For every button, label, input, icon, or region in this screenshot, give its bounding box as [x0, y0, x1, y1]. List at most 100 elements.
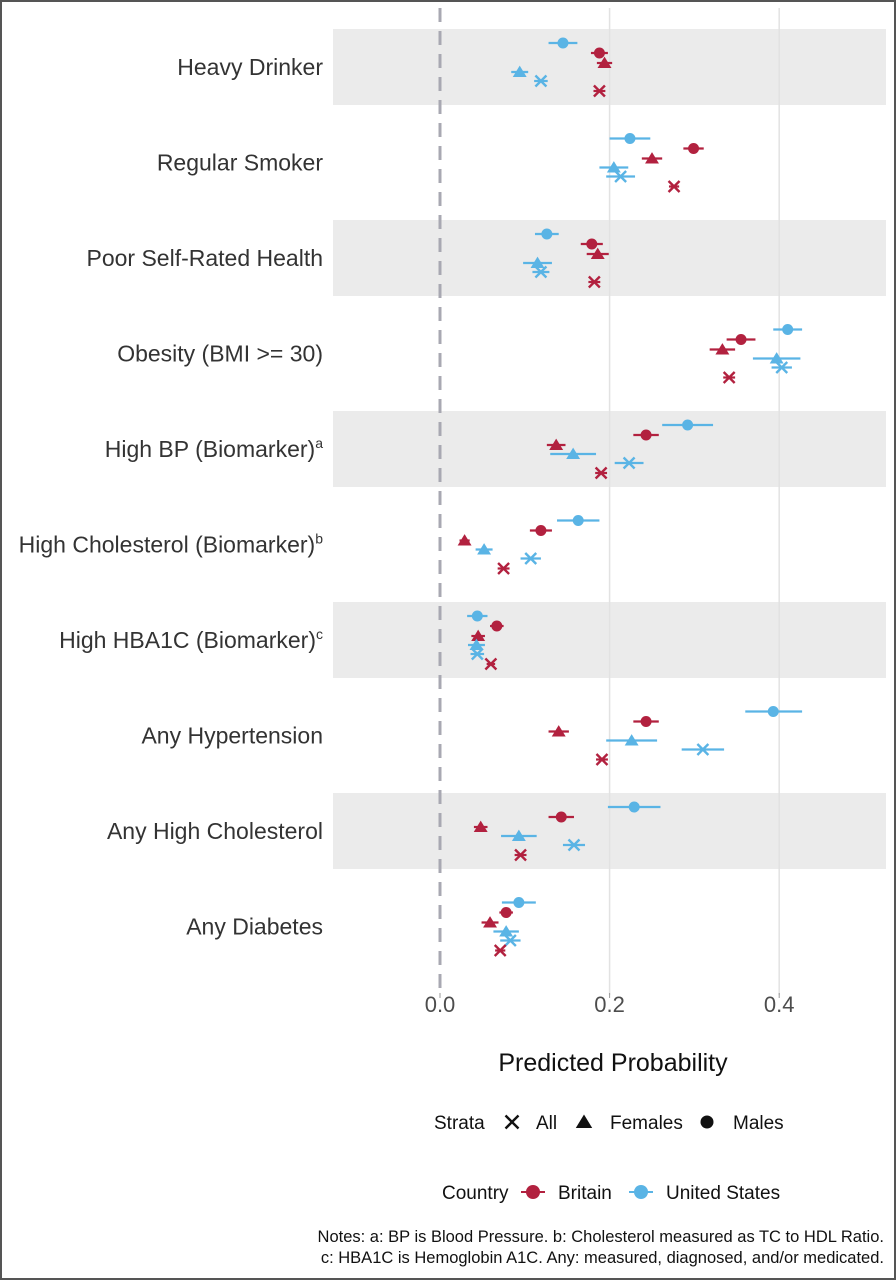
point-estimate-stroke — [622, 456, 636, 470]
point-estimate — [572, 515, 584, 526]
point-estimate — [624, 734, 639, 746]
category-label-text: High HBA1C (Biomarker) — [59, 627, 316, 653]
point-estimate — [590, 247, 605, 260]
point-estimate — [499, 925, 514, 937]
point-estimate — [628, 801, 640, 813]
point-estimate-stroke — [504, 934, 517, 947]
category-label: High BP (Biomarker)a — [105, 435, 323, 462]
point-estimate — [688, 143, 700, 154]
legend-key-cross-icon — [504, 1114, 520, 1130]
point-estimate — [530, 256, 545, 269]
point-estimate — [500, 907, 512, 918]
series-united-states-all — [470, 74, 792, 947]
category-label: Poor Self-Rated Health — [86, 245, 323, 271]
point-estimate — [524, 552, 538, 565]
legend-label: United States — [666, 1183, 780, 1204]
category-label: High HBA1C (Biomarker)c — [59, 626, 323, 653]
point-estimate-stroke — [470, 647, 484, 661]
point-estimate — [477, 543, 492, 555]
point-estimate — [640, 429, 652, 441]
point-estimate — [593, 47, 605, 59]
point-estimate — [535, 525, 547, 536]
legend-item-all: All — [504, 1113, 557, 1134]
point-estimate — [597, 56, 612, 69]
point-estimate — [606, 161, 621, 173]
point-estimate — [667, 180, 681, 193]
point-estimate-stroke — [534, 265, 548, 279]
legend-key-circle-icon — [526, 1185, 540, 1199]
legend-key-circle-icon — [700, 1115, 714, 1129]
point-estimate-stroke — [614, 170, 627, 183]
x-tick-label: 0.2 — [594, 992, 625, 1017]
point-estimate — [469, 638, 484, 651]
point-estimate — [534, 74, 548, 88]
note-line: c: HBA1C is Hemoglobin A1C. Any: measure… — [321, 1249, 884, 1267]
point-estimate — [595, 753, 609, 766]
category-label-text: High BP (Biomarker) — [105, 436, 315, 462]
point-estimate — [470, 647, 484, 661]
series-united-states-females — [467, 65, 801, 937]
point-estimate — [682, 419, 694, 431]
point-estimate — [566, 447, 581, 460]
point-estimate — [775, 361, 789, 374]
point-estimate — [512, 65, 527, 78]
point-estimate — [511, 829, 526, 842]
point-estimate — [504, 934, 517, 947]
point-estimate-stroke — [594, 466, 608, 480]
point-estimate — [497, 562, 510, 575]
category-label-text: Any Hypertension — [141, 723, 323, 749]
category-label-superscript: b — [315, 531, 323, 547]
point-estimate — [473, 820, 488, 833]
point-estimate — [541, 228, 553, 240]
point-estimate — [534, 265, 548, 279]
legend-item-britain: Britain — [521, 1183, 612, 1204]
point-estimate — [587, 275, 601, 289]
point-estimate — [514, 848, 527, 862]
legend-label: Britain — [558, 1183, 612, 1204]
point-estimate — [624, 133, 636, 144]
point-estimate-stroke — [514, 848, 527, 862]
point-estimate — [586, 238, 598, 250]
point-estimate — [640, 716, 652, 727]
category-label: Any Diabetes — [186, 914, 323, 940]
point-estimate — [593, 84, 606, 98]
point-estimate — [555, 811, 567, 823]
x-axis-ticks: 0.0 0.2 0.4 — [425, 992, 795, 1017]
legend-item-females: Females — [575, 1113, 683, 1134]
point-estimate — [696, 743, 710, 756]
legend-key-triangle-icon — [575, 1114, 593, 1128]
category-label-superscript: c — [316, 626, 323, 642]
point-estimate — [457, 534, 472, 546]
point-estimate-stroke — [667, 180, 681, 193]
legend-strata-title: Strata — [434, 1113, 485, 1134]
point-estimate — [567, 838, 581, 852]
series-britain-all — [484, 84, 736, 957]
category-label-text: Regular Smoker — [157, 150, 324, 176]
chart-notes: Notes: a: BP is Blood Pressure. b: Chole… — [318, 1228, 884, 1267]
point-estimate-stroke — [493, 944, 507, 957]
legend-label: All — [536, 1113, 557, 1134]
point-estimate-stroke — [567, 838, 581, 852]
point-estimate-stroke — [593, 84, 606, 98]
point-estimate-stroke — [722, 371, 736, 384]
point-estimate-stroke — [534, 74, 548, 88]
point-estimate — [493, 944, 507, 957]
category-label: Any Hypertension — [141, 723, 323, 749]
point-estimate — [614, 170, 627, 183]
legend-item-united-states: United States — [629, 1183, 780, 1204]
point-estimate — [551, 725, 566, 737]
point-estimate-stroke — [696, 743, 710, 756]
point-estimate — [735, 334, 747, 345]
category-label: Regular Smoker — [157, 150, 324, 176]
series-united-states-males — [467, 37, 803, 908]
legend-strata: Strata All Females Males — [434, 1113, 784, 1134]
point-estimate — [491, 620, 503, 632]
point-estimate — [471, 610, 483, 622]
legend-item-males: Males — [700, 1113, 784, 1134]
point-estimate — [769, 352, 784, 364]
point-estimate — [722, 371, 736, 384]
x-tick-label: 0.4 — [764, 992, 795, 1017]
category-label: Any High Cholesterol — [107, 818, 323, 844]
